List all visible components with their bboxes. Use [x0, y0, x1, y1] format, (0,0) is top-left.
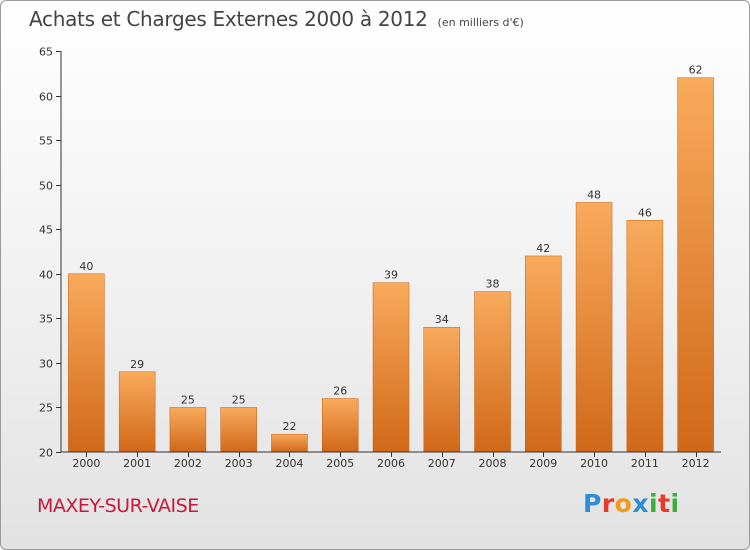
- logo-letter: x: [632, 489, 649, 518]
- x-tick-label-2006: 2006: [377, 457, 405, 470]
- y-tick-label: 45: [39, 224, 53, 237]
- logo-letter: i: [649, 489, 659, 518]
- x-tick-label-2010: 2010: [580, 457, 608, 470]
- logo-letter: i: [670, 489, 680, 518]
- bar-2009: [525, 255, 562, 453]
- x-tick-label-2012: 2012: [682, 457, 710, 470]
- x-tick-label-2011: 2011: [631, 457, 659, 470]
- bar-2008: [474, 291, 511, 453]
- data-label-2001: 29: [130, 358, 144, 371]
- data-label-2012: 62: [689, 64, 703, 77]
- x-tick-label-2003: 2003: [225, 457, 253, 470]
- data-label-2003: 25: [232, 393, 246, 406]
- bar-2011: [626, 220, 664, 453]
- logo-letter: t: [658, 489, 671, 518]
- data-label-2002: 25: [181, 393, 195, 406]
- y-tick-label: 55: [39, 135, 53, 148]
- bar-2010: [575, 202, 613, 453]
- y-tick-label: 60: [39, 91, 53, 104]
- bar-2007: [423, 326, 461, 453]
- y-tick-label: 50: [39, 180, 53, 193]
- bar-2003: [220, 407, 257, 453]
- data-label-2006: 39: [384, 269, 398, 282]
- data-label-2009: 42: [536, 242, 550, 255]
- x-tick-label-2000: 2000: [72, 457, 100, 470]
- data-label-2000: 40: [79, 260, 93, 273]
- data-label-2004: 22: [282, 420, 296, 433]
- y-tick-label: 40: [39, 269, 53, 282]
- logo-letter: P: [583, 489, 602, 518]
- data-label-2011: 46: [638, 206, 652, 219]
- data-label-2007: 34: [435, 313, 449, 326]
- x-tick-label-2007: 2007: [428, 457, 456, 470]
- bar-2012: [677, 77, 714, 453]
- bar-2005: [321, 398, 359, 453]
- y-tick-label: 25: [39, 402, 53, 415]
- x-tick-label-2005: 2005: [326, 457, 354, 470]
- title-text: Achats et Charges Externes 2000 à 2012: [29, 7, 428, 31]
- data-label-2008: 38: [486, 278, 500, 291]
- x-tick-label-2004: 2004: [275, 457, 303, 470]
- x-tick-label-2001: 2001: [123, 457, 151, 470]
- data-label-2010: 48: [587, 188, 601, 201]
- logo-letter: o: [614, 489, 633, 518]
- bar-2000: [68, 273, 105, 453]
- bar-2001: [118, 371, 156, 453]
- data-label-2005: 26: [333, 385, 347, 398]
- chart-title: Achats et Charges Externes 2000 à 2012 (e…: [29, 7, 524, 31]
- y-tick-label: 30: [39, 358, 53, 371]
- commune-name: MAXEY-SUR-VAISE: [37, 495, 199, 517]
- y-tick-label: 65: [39, 46, 53, 59]
- bar-2002: [169, 407, 207, 453]
- logo-letter: r: [601, 489, 615, 518]
- x-tick-label-2009: 2009: [529, 457, 557, 470]
- y-tick-label: 35: [39, 313, 53, 326]
- bar-2006: [372, 282, 410, 453]
- x-tick-label-2008: 2008: [479, 457, 507, 470]
- x-tick-label-2002: 2002: [174, 457, 202, 470]
- bar-2004: [271, 433, 308, 453]
- title-unit: (en milliers d'€): [437, 16, 524, 29]
- y-tick-label: 20: [39, 447, 53, 460]
- proxiti-logo: Proxiti: [583, 489, 680, 518]
